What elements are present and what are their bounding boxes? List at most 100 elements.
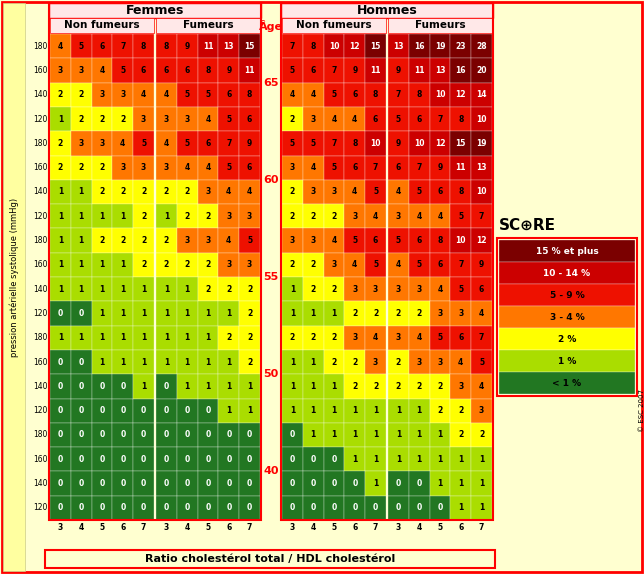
Text: 1: 1 (141, 333, 146, 342)
Text: 8: 8 (352, 139, 357, 148)
Text: 4: 4 (373, 333, 378, 342)
Bar (156, 496, 177, 520)
Bar (323, 447, 345, 471)
Text: 5: 5 (310, 139, 316, 148)
Text: 1 %: 1 % (558, 356, 576, 366)
Bar (156, 253, 177, 277)
Bar (239, 180, 260, 204)
Text: 1: 1 (352, 406, 357, 415)
Text: 3: 3 (247, 261, 252, 269)
Bar (345, 253, 365, 277)
Bar (323, 423, 345, 447)
Bar (282, 59, 303, 83)
Bar (409, 423, 430, 447)
Text: 160: 160 (33, 455, 48, 464)
Bar (239, 301, 260, 325)
Bar (409, 253, 430, 277)
Text: 180: 180 (33, 42, 48, 51)
Bar (303, 204, 323, 228)
Text: 1: 1 (352, 455, 357, 464)
Bar (239, 204, 260, 228)
Bar (323, 253, 345, 277)
Text: 7: 7 (331, 66, 337, 75)
Bar (430, 301, 450, 325)
Bar (177, 447, 198, 471)
Bar (499, 372, 635, 394)
Bar (365, 59, 386, 83)
Text: 1: 1 (205, 382, 211, 391)
Bar (177, 253, 198, 277)
Bar (471, 107, 492, 131)
Bar (303, 59, 323, 83)
Text: 0: 0 (58, 479, 63, 488)
Text: 1: 1 (79, 333, 84, 342)
Text: 9: 9 (226, 66, 231, 75)
Bar (156, 83, 177, 107)
Bar (239, 131, 260, 156)
Text: 1: 1 (226, 406, 231, 415)
Bar (198, 374, 218, 398)
Text: 7: 7 (247, 523, 252, 532)
Bar (218, 325, 239, 350)
Bar (133, 180, 154, 204)
Bar (239, 228, 260, 253)
Text: 1: 1 (290, 309, 295, 318)
Bar (239, 471, 260, 496)
Text: 8: 8 (458, 188, 464, 196)
Text: 1: 1 (417, 430, 422, 440)
Bar (133, 253, 154, 277)
Bar (365, 325, 386, 350)
Bar (388, 107, 409, 131)
Text: 65: 65 (263, 77, 279, 88)
Text: 0: 0 (164, 455, 169, 464)
Bar (471, 374, 492, 398)
Bar (365, 277, 386, 301)
Bar (471, 131, 492, 156)
Text: 0: 0 (99, 479, 104, 488)
Bar (177, 83, 198, 107)
Bar (450, 374, 471, 398)
Text: 7: 7 (458, 261, 464, 269)
Bar (471, 496, 492, 520)
Bar (409, 107, 430, 131)
Text: 2: 2 (120, 236, 126, 245)
Text: 4: 4 (417, 523, 422, 532)
Text: 0: 0 (247, 455, 252, 464)
Text: 6: 6 (437, 188, 442, 196)
Text: 3: 3 (79, 139, 84, 148)
Text: 0: 0 (58, 358, 63, 367)
Text: 3: 3 (185, 236, 190, 245)
Text: 0: 0 (141, 479, 146, 488)
Bar (133, 350, 154, 374)
Bar (113, 253, 133, 277)
Text: 0: 0 (58, 309, 63, 318)
Text: 1: 1 (437, 479, 442, 488)
Bar (218, 374, 239, 398)
Text: 5: 5 (352, 236, 357, 245)
Bar (365, 204, 386, 228)
Bar (450, 204, 471, 228)
Text: 120: 120 (33, 115, 48, 123)
Text: 0: 0 (164, 430, 169, 440)
Text: 0: 0 (332, 503, 337, 513)
Bar (409, 277, 430, 301)
Text: 16: 16 (455, 66, 466, 75)
Bar (430, 228, 450, 253)
Bar (388, 34, 409, 59)
Bar (49, 3, 261, 520)
Text: 3: 3 (352, 212, 357, 221)
Text: 5: 5 (99, 523, 104, 532)
Text: 7: 7 (331, 139, 337, 148)
Bar (282, 374, 303, 398)
Bar (156, 34, 177, 59)
Bar (156, 180, 177, 204)
Text: 12: 12 (350, 42, 360, 51)
Text: 4: 4 (396, 261, 401, 269)
Bar (239, 325, 260, 350)
Bar (281, 3, 493, 18)
Text: 1: 1 (99, 309, 104, 318)
Bar (156, 131, 177, 156)
Bar (91, 350, 113, 374)
Bar (323, 350, 345, 374)
Bar (71, 180, 91, 204)
